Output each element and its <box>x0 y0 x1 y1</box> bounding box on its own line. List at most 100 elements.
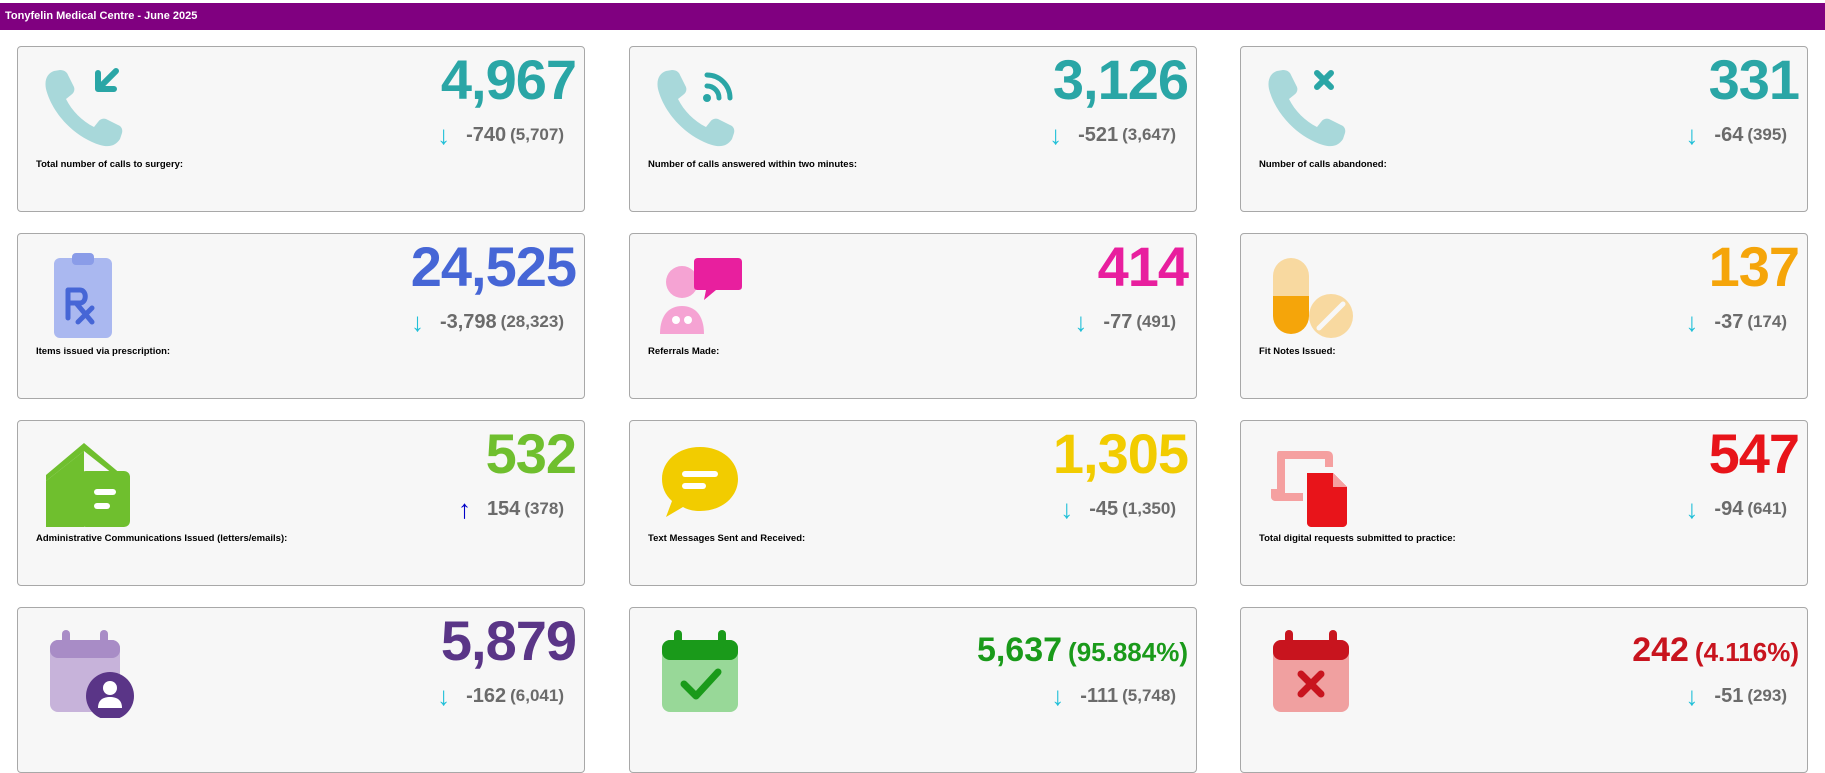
card-prescription-items: 24,525 ↓ -3,798 (28,323) Items issued via … <box>17 233 585 399</box>
metric-label: Number of calls abandoned: <box>1259 159 1387 170</box>
arrow-up-icon: ↑ <box>457 494 471 524</box>
change-value: -3,798 <box>439 311 497 333</box>
prescription-icon <box>40 248 136 344</box>
change-value: -521 <box>1078 124 1119 146</box>
metric-delta: ↓ -37 (174) <box>1685 308 1787 336</box>
metric-delta: ↓ -162 (6,041) <box>437 682 564 710</box>
metric-delta: ↓ -111 (5,748) <box>1051 682 1176 710</box>
card-appointments-attended: 5,637 (95.884%) ↓ -111 (5,748) <box>629 607 1197 773</box>
previous-value: (5,748) <box>1122 686 1176 705</box>
card-digital-requests: 547 ↓ -94 (641) Total digital requests sub… <box>1240 420 1808 586</box>
metric-label: Fit Notes Issued: <box>1259 346 1336 357</box>
metric-value: 4,967 <box>440 48 577 111</box>
change-value: -740 <box>466 124 507 146</box>
arrow-down-icon: ↓ <box>1685 494 1699 524</box>
previous-value: (641) <box>1747 499 1787 518</box>
card-total-calls: 4,967 ↓ -740 (5,707) Total number of calls… <box>17 46 585 212</box>
mail-icon <box>40 435 136 531</box>
metric-value: 242 (4.116%) <box>1632 628 1799 674</box>
metric-delta: ↓ -45 (1,350) <box>1060 495 1176 523</box>
metric-value: 1,305 <box>1052 422 1189 485</box>
arrow-down-icon: ↓ <box>1060 494 1074 524</box>
metric-value: 137 <box>1708 235 1800 298</box>
call-answered-icon <box>652 61 748 157</box>
metric-delta: ↓ -3,798 (28,323) <box>411 308 564 336</box>
card-fit-notes: 137 ↓ -37 (174) Fit Notes Issued: <box>1240 233 1808 399</box>
metric-delta: ↑ 154 (378) <box>458 495 564 523</box>
card-appointments: 5,879 ↓ -162 (6,041) <box>17 607 585 773</box>
metric-label: Referrals Made: <box>648 346 720 357</box>
previous-value: (395) <box>1747 125 1787 144</box>
card-calls-answered: 3,126 ↓ -521 (3,647) Number of calls answe… <box>629 46 1197 212</box>
arrow-down-icon: ↓ <box>1049 120 1063 150</box>
pills-icon <box>1263 248 1359 344</box>
metric-delta: ↓ -77 (491) <box>1074 308 1176 336</box>
metric-label: Items issued via prescription: <box>36 346 171 357</box>
metric-label: Total digital requests submitted to prac… <box>1259 533 1456 544</box>
value-percentage: (95.884%) <box>1068 637 1188 667</box>
card-referrals: 414 ↓ -77 (491) Referrals Made: <box>629 233 1197 399</box>
metric-value: 547 <box>1708 422 1800 485</box>
change-value: 154 <box>486 498 521 520</box>
metric-label: Number of calls answered within two minu… <box>648 159 858 170</box>
previous-value: (28,323) <box>500 312 564 331</box>
arrow-down-icon: ↓ <box>437 681 451 711</box>
value-percentage: (4.116%) <box>1694 637 1799 667</box>
metric-value: 5,879 <box>440 608 577 674</box>
previous-value: (174) <box>1747 312 1787 331</box>
arrow-down-icon: ↓ <box>1685 307 1699 337</box>
card-admin-comms: 532 ↑ 154 (378) Administrative Communicati… <box>17 420 585 586</box>
previous-value: (293) <box>1747 686 1787 705</box>
metric-value: 331 <box>1708 48 1800 111</box>
metric-value: 414 <box>1097 235 1189 298</box>
metric-label: Administrative Communications Issued (le… <box>36 533 288 544</box>
arrow-down-icon: ↓ <box>1685 120 1699 150</box>
card-calls-abandoned: 331 ↓ -64 (395) Number of calls abandoned: <box>1240 46 1808 212</box>
change-value: -37 <box>1714 311 1744 333</box>
page-title: Tonyfelin Medical Centre - June 2025 <box>0 3 1825 30</box>
previous-value: (378) <box>524 499 564 518</box>
arrow-down-icon: ↓ <box>410 307 424 337</box>
change-value: -51 <box>1714 685 1744 707</box>
change-value: -77 <box>1103 311 1133 333</box>
missed-call-icon <box>1263 61 1359 157</box>
value-number: 5,637 <box>976 631 1063 669</box>
metric-value: 5,637 (95.884%) <box>977 628 1188 674</box>
metric-value: 3,126 <box>1052 48 1189 111</box>
change-value: -64 <box>1714 124 1744 146</box>
metric-delta: ↓ -94 (641) <box>1685 495 1787 523</box>
change-value: -162 <box>466 685 507 707</box>
top-border <box>0 0 1825 3</box>
arrow-down-icon: ↓ <box>437 120 451 150</box>
metric-value: 532 <box>485 422 577 485</box>
calendar-check-icon <box>652 622 748 718</box>
value-number: 242 <box>1632 631 1689 669</box>
referral-icon <box>652 248 748 344</box>
metric-delta: ↓ -51 (293) <box>1685 682 1787 710</box>
value-number: 5,879 <box>440 609 577 672</box>
digital-request-icon <box>1263 435 1359 531</box>
metric-value: 24,525 <box>410 235 577 298</box>
metric-delta: ↓ -740 (5,707) <box>437 121 564 149</box>
calendar-person-icon <box>40 622 136 718</box>
previous-value: (3,647) <box>1122 125 1176 144</box>
previous-value: (6,041) <box>510 686 564 705</box>
previous-value: (5,707) <box>510 125 564 144</box>
arrow-down-icon: ↓ <box>1074 307 1088 337</box>
metric-delta: ↓ -521 (3,647) <box>1049 121 1176 149</box>
calendar-cross-icon <box>1263 622 1359 718</box>
incoming-call-icon <box>40 61 136 157</box>
metric-label: Text Messages Sent and Received: <box>648 533 806 544</box>
previous-value: (1,350) <box>1122 499 1176 518</box>
card-text-messages: 1,305 ↓ -45 (1,350) Text Messages Sent and… <box>629 420 1197 586</box>
message-icon <box>652 435 748 531</box>
arrow-down-icon: ↓ <box>1051 681 1065 711</box>
arrow-down-icon: ↓ <box>1685 681 1699 711</box>
change-value: -111 <box>1080 685 1119 707</box>
metric-delta: ↓ -64 (395) <box>1685 121 1787 149</box>
metric-label: Total number of calls to surgery: <box>36 159 184 170</box>
change-value: -94 <box>1714 498 1744 520</box>
change-value: -45 <box>1089 498 1119 520</box>
previous-value: (491) <box>1136 312 1176 331</box>
card-appointments-missed: 242 (4.116%) ↓ -51 (293) <box>1240 607 1808 773</box>
